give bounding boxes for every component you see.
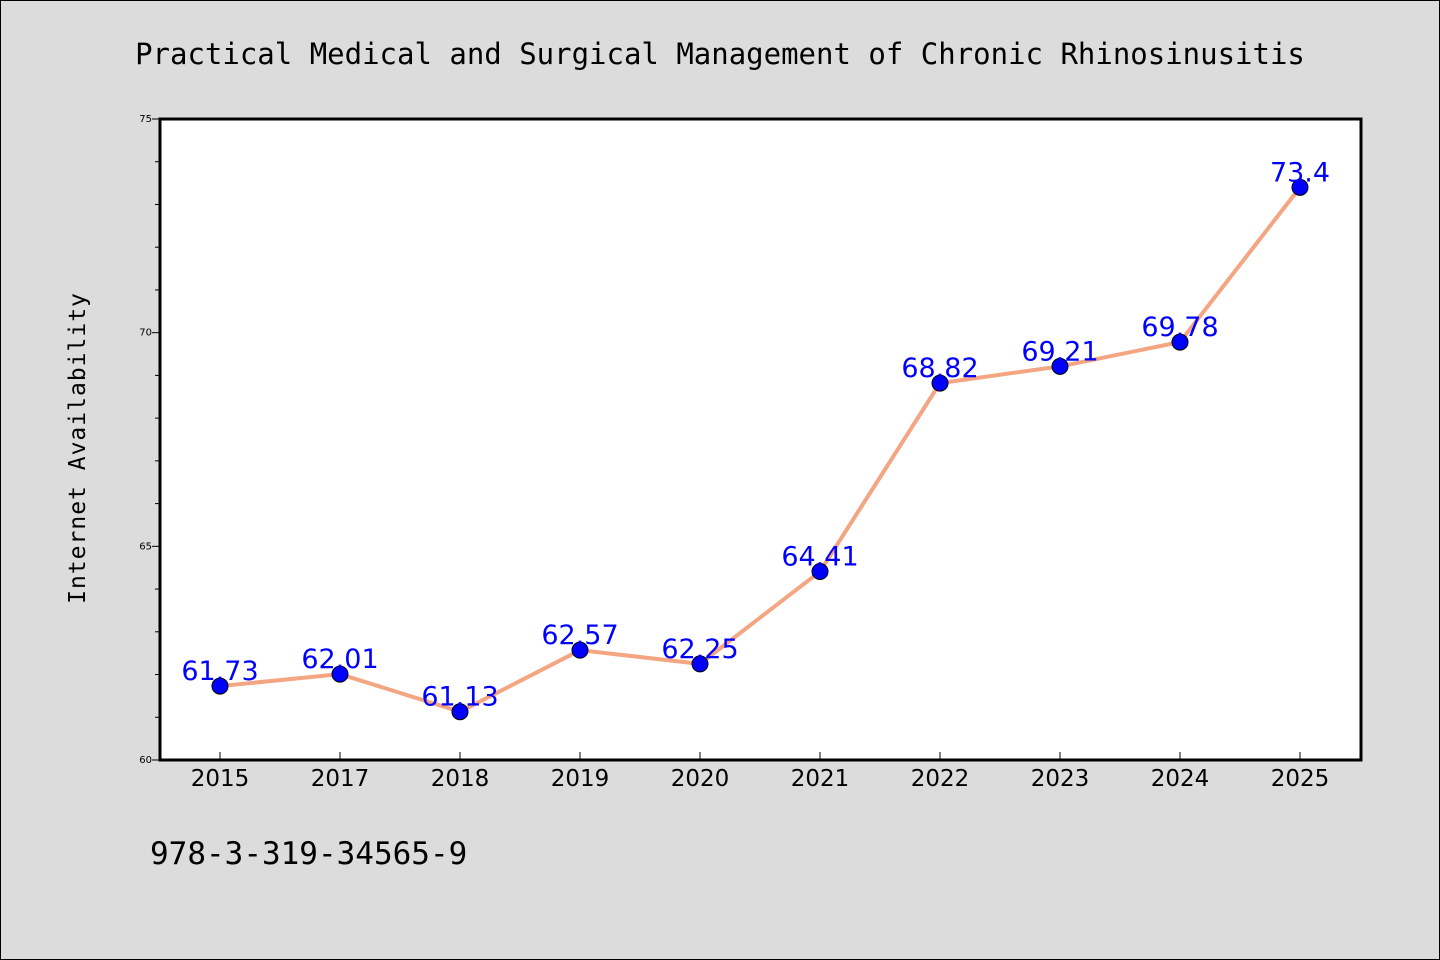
data-label: 62.25 [661, 634, 738, 665]
data-point-marker [1051, 357, 1069, 375]
x-tick-label: 2018 [431, 766, 490, 792]
x-tick-label: 2021 [791, 766, 850, 792]
data-label: 64.41 [781, 542, 858, 573]
y-axis-label: Internet Availability [65, 292, 91, 604]
plot-area [158, 117, 1363, 762]
chart-title: Practical Medical and Surgical Managemen… [135, 37, 1305, 71]
x-tick-label: 2025 [1271, 766, 1330, 792]
data-label: 69.21 [1021, 336, 1098, 367]
data-series: 61.73 62.01 61.13 62.57 62.25 64.41 68.82 69.21… [181, 157, 1330, 721]
data-point-marker [1291, 178, 1309, 196]
data-label: 73.4 [1270, 157, 1330, 188]
y-axis: 60 65 70 75 [139, 114, 160, 766]
data-point-marker [331, 665, 349, 683]
x-tick-label: 2017 [311, 766, 370, 792]
x-tick-label: 2019 [551, 766, 610, 792]
x-axis: 2015 2017 2018 2019 2020 2021 2022 2023 2024 2025 [191, 752, 1330, 792]
data-point-marker [691, 655, 709, 673]
data-label: 69.78 [1141, 312, 1218, 343]
y-tick-label: 65 [139, 541, 152, 552]
data-label: 61.13 [421, 682, 498, 713]
data-label: 68.82 [901, 353, 978, 384]
data-point-marker [1171, 333, 1189, 351]
x-tick-label: 2022 [911, 766, 970, 792]
data-point-marker [211, 677, 229, 695]
data-point-marker [571, 641, 589, 659]
y-tick-label: 75 [139, 114, 152, 125]
data-point-marker [451, 703, 469, 721]
data-label: 61.73 [181, 656, 258, 687]
data-label: 62.01 [301, 644, 378, 675]
x-tick-label: 2020 [671, 766, 730, 792]
x-tick-label: 2024 [1151, 766, 1210, 792]
data-point-marker [931, 374, 949, 392]
y-tick-label: 60 [139, 755, 152, 766]
data-label: 62.57 [541, 620, 618, 651]
series-line [218, 185, 1302, 714]
x-tick-label: 2023 [1031, 766, 1090, 792]
y-tick-label: 70 [139, 328, 152, 339]
data-point-marker [811, 563, 829, 581]
x-tick-label: 2015 [191, 766, 250, 792]
isbn-text: 978-3-319-34565-9 [150, 836, 467, 872]
